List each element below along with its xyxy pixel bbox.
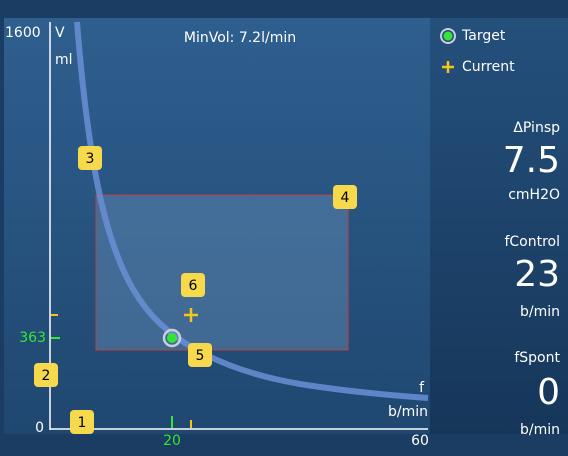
readout-label: fSpont bbox=[514, 350, 560, 366]
legend-target-ring bbox=[440, 28, 456, 44]
y-max-label: 1600 bbox=[5, 25, 41, 41]
readout-label: fControl bbox=[504, 234, 560, 250]
readout-unit: b/min bbox=[520, 304, 560, 320]
x-target-label: 20 bbox=[163, 433, 181, 449]
callout-number: 1 bbox=[78, 415, 87, 431]
side-panel bbox=[430, 18, 568, 434]
legend-current-icon bbox=[442, 61, 454, 73]
x-max-label: 60 bbox=[411, 433, 429, 449]
target-point-ring bbox=[162, 328, 182, 348]
legend-current: Current bbox=[462, 59, 515, 75]
x-axis-name: f bbox=[419, 380, 425, 396]
y-axis-name: V bbox=[55, 25, 65, 41]
callout-box bbox=[70, 410, 94, 434]
callout-box bbox=[78, 146, 102, 170]
current-point bbox=[184, 308, 198, 322]
y-target-label: 363 bbox=[19, 330, 46, 346]
x-axis-unit: b/min bbox=[388, 404, 428, 420]
callout-box bbox=[181, 273, 205, 297]
readout-unit: b/min bbox=[520, 422, 560, 438]
plot-area bbox=[4, 18, 430, 434]
callout-number: 3 bbox=[86, 151, 95, 167]
legend-target: Target bbox=[461, 28, 506, 44]
callout-number: 5 bbox=[196, 348, 205, 364]
readout-value: 23 bbox=[514, 254, 560, 295]
callout-number: 6 bbox=[189, 278, 198, 294]
callout-box bbox=[333, 185, 357, 209]
minvol-title: MinVol: 7.2l/min bbox=[184, 30, 296, 46]
readout-label: ΔPinsp bbox=[513, 120, 560, 136]
y-min-label: 0 bbox=[35, 420, 44, 436]
callout-number: 4 bbox=[341, 190, 350, 206]
setting-range bbox=[95, 194, 349, 351]
readout-value: 0 bbox=[537, 372, 560, 413]
callout-box bbox=[188, 343, 212, 367]
legend-target-icon bbox=[443, 31, 453, 41]
y-axis-unit: ml bbox=[55, 52, 73, 68]
callout-box bbox=[34, 363, 58, 387]
target-point bbox=[167, 333, 177, 343]
readout-unit: cmH2O bbox=[508, 187, 560, 203]
readout-value: 7.5 bbox=[503, 140, 560, 181]
callouts: 1 2 3 4 5 6 bbox=[34, 146, 357, 434]
callout-number: 2 bbox=[42, 368, 51, 384]
